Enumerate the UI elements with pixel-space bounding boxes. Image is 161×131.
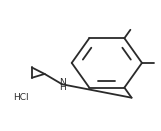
Text: N: N <box>60 78 66 88</box>
Text: HCl: HCl <box>14 93 29 102</box>
Text: H: H <box>60 83 66 92</box>
